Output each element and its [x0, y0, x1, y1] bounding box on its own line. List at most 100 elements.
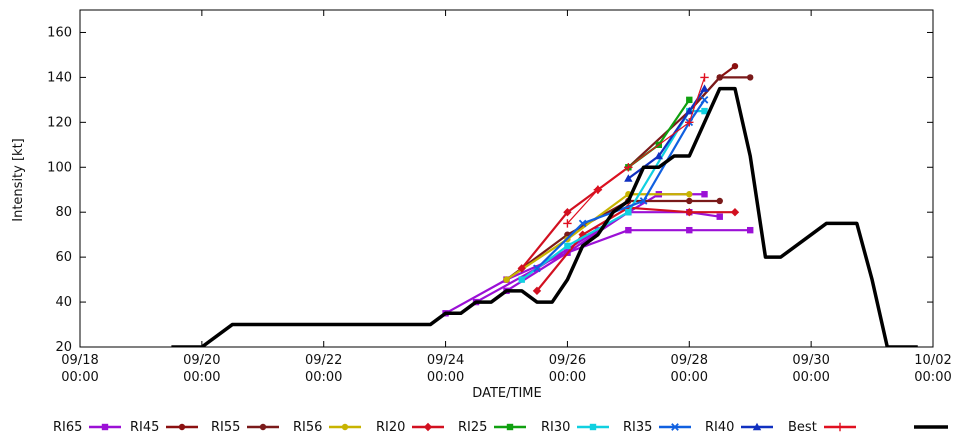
legend-label: RI40	[705, 420, 734, 435]
y-axis-title: Intensity [kt]	[11, 138, 26, 221]
legend-marker	[259, 423, 267, 431]
plot-frame	[79, 9, 934, 348]
legend-marker	[589, 423, 597, 431]
plot-area	[171, 62, 918, 347]
legend-label: RI65	[53, 420, 82, 435]
forecast-ri35	[533, 96, 709, 273]
forecast-point-ri45	[731, 62, 739, 70]
legend-marker	[752, 422, 762, 431]
x-tick-label-time: 00:00	[305, 370, 342, 385]
forecast-point-ri20	[563, 208, 572, 217]
y-tick-label: 100	[47, 160, 72, 175]
forecast-point-ri56	[686, 191, 693, 198]
legend-item-ri35: RI35	[623, 420, 691, 435]
x-tick-label-date: 09/20	[183, 353, 220, 368]
legend-label: RI20	[376, 420, 405, 435]
forecast-line-ri65	[445, 229, 751, 315]
x-tick-label-time: 00:00	[427, 370, 464, 385]
forecast-point-ri65	[686, 226, 693, 234]
forecast-point-ri35	[700, 96, 709, 104]
legend-marker	[101, 423, 109, 431]
y-tick-label: 120	[47, 115, 72, 130]
legend-marker	[423, 422, 433, 432]
forecast-point-ri40	[654, 151, 664, 160]
x-tick-label-date: 09/30	[792, 353, 829, 368]
legend-label: RI30	[541, 420, 570, 435]
legend: RI65 RI45 RI55 RI56 RI20 RI25 RI30 RI35 RI40 Best	[53, 420, 948, 435]
legend-label: RI56	[293, 420, 322, 435]
forecast-ri20	[517, 163, 633, 273]
x-tick-label-time: 00:00	[61, 370, 98, 385]
x-tick-label-time: 00:00	[183, 370, 220, 385]
best-track-line	[171, 86, 918, 347]
forecast-point-ri30	[518, 276, 525, 283]
legend-marker	[835, 422, 845, 432]
x-tick-label-date: 09/28	[671, 353, 708, 368]
legend-item-ri20: RI20	[376, 420, 444, 435]
forecast-ri30	[518, 107, 708, 283]
forecast-point-ri55	[686, 197, 693, 205]
y-tick-label: 20	[55, 340, 72, 355]
forecast-point-ri30	[564, 242, 571, 250]
forecast-point-ri20	[517, 264, 526, 273]
forecast-point-ri30	[701, 107, 708, 115]
y-tick-label: 40	[55, 295, 72, 310]
forecast-line-ri55	[627, 76, 751, 169]
forecast-point-best	[593, 185, 603, 194]
y-tick-label: 160	[47, 25, 72, 40]
legend-label: RI25	[458, 420, 487, 435]
forecast-point-ri65	[716, 213, 723, 220]
x-tick-label-date: 09/22	[305, 353, 342, 368]
x-tick-label-time: 00:00	[792, 370, 829, 385]
forecast-best	[563, 73, 709, 228]
forecast-point-ri30	[625, 209, 632, 216]
forecast-point-ri35	[639, 197, 648, 205]
forecast-point-ri20	[685, 208, 694, 217]
legend-marker	[178, 423, 186, 431]
legend-item-ri65: RI65	[53, 420, 121, 435]
forecast-point-ri55	[716, 197, 723, 205]
forecast-point-ri20	[730, 208, 740, 217]
forecast-point-ri55	[716, 74, 723, 81]
x-tick-label-date: 09/18	[61, 353, 98, 368]
plot-layer	[171, 62, 918, 347]
forecast-point-ri40	[700, 84, 709, 92]
forecast-point-ri40	[685, 106, 694, 115]
legend-item-ri45: RI45	[130, 420, 198, 435]
y-tick-label: 140	[47, 70, 72, 85]
x-axis-title: DATE/TIME	[472, 386, 541, 401]
forecast-point-ri55	[747, 74, 754, 81]
forecast-point-ri35	[533, 264, 541, 273]
forecast-point-best	[563, 219, 572, 228]
legend-item-ri25: RI25	[458, 420, 526, 435]
forecast-point-ri65	[625, 226, 632, 234]
forecast-point-ri25	[686, 96, 693, 104]
legend-item-best: Best	[788, 420, 856, 435]
y-tick-label: 60	[55, 250, 72, 265]
legend-item-ri55: RI55	[211, 420, 279, 435]
legend-marker	[506, 423, 514, 431]
legend-item-ri40: RI40	[705, 420, 773, 435]
forecast-point-best	[685, 118, 694, 127]
legend-item-ri30: RI30	[541, 420, 609, 435]
y-tick-label: 80	[55, 205, 72, 220]
legend-marker	[341, 423, 349, 431]
forecast-point-ri20	[532, 286, 542, 296]
x-tick-label-date: 09/26	[549, 353, 586, 368]
x-tick-label-time: 00:00	[914, 370, 951, 385]
forecast-point-ri35	[578, 219, 587, 228]
legend-marker	[671, 423, 679, 431]
forecast-point-ri20	[578, 230, 587, 239]
x-tick-label-date: 09/24	[427, 353, 464, 368]
forecast-point-best	[700, 73, 709, 82]
axis-layer: 20 40 60 80 100 120 140 160 09/18 00:00 09/20 00:00…	[47, 9, 952, 385]
legend-label: RI55	[211, 420, 240, 435]
x-tick-label-date: 10/02	[914, 353, 951, 368]
forecast-point-ri56	[503, 276, 510, 283]
legend-item-ri56: RI56	[293, 420, 361, 435]
legend-label: RI35	[623, 420, 652, 435]
forecast-point-ri65	[701, 191, 708, 198]
forecast-line-ri30	[521, 109, 705, 281]
forecast-line-ri65	[505, 211, 720, 292]
